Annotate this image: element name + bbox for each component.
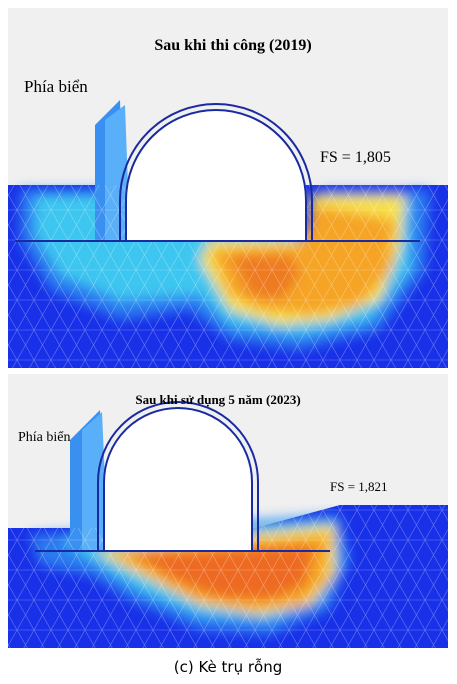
panel-title: Sau khi sử dụng 5 năm (2023)	[135, 392, 300, 407]
panel-top	[8, 8, 448, 368]
side-label: Phía biển	[24, 77, 88, 96]
fs-label: FS = 1,805	[320, 149, 391, 166]
panel-title: Sau khi thi công (2019)	[154, 37, 311, 54]
fs-label: FS = 1,821	[330, 479, 388, 494]
figure: Sau khi thi công (2019) Phía biển FS = 1…	[0, 0, 457, 684]
panel-bottom	[8, 374, 448, 648]
side-label: Phía biển	[18, 430, 71, 445]
caption: (c) Kè trụ rỗng	[174, 658, 283, 676]
